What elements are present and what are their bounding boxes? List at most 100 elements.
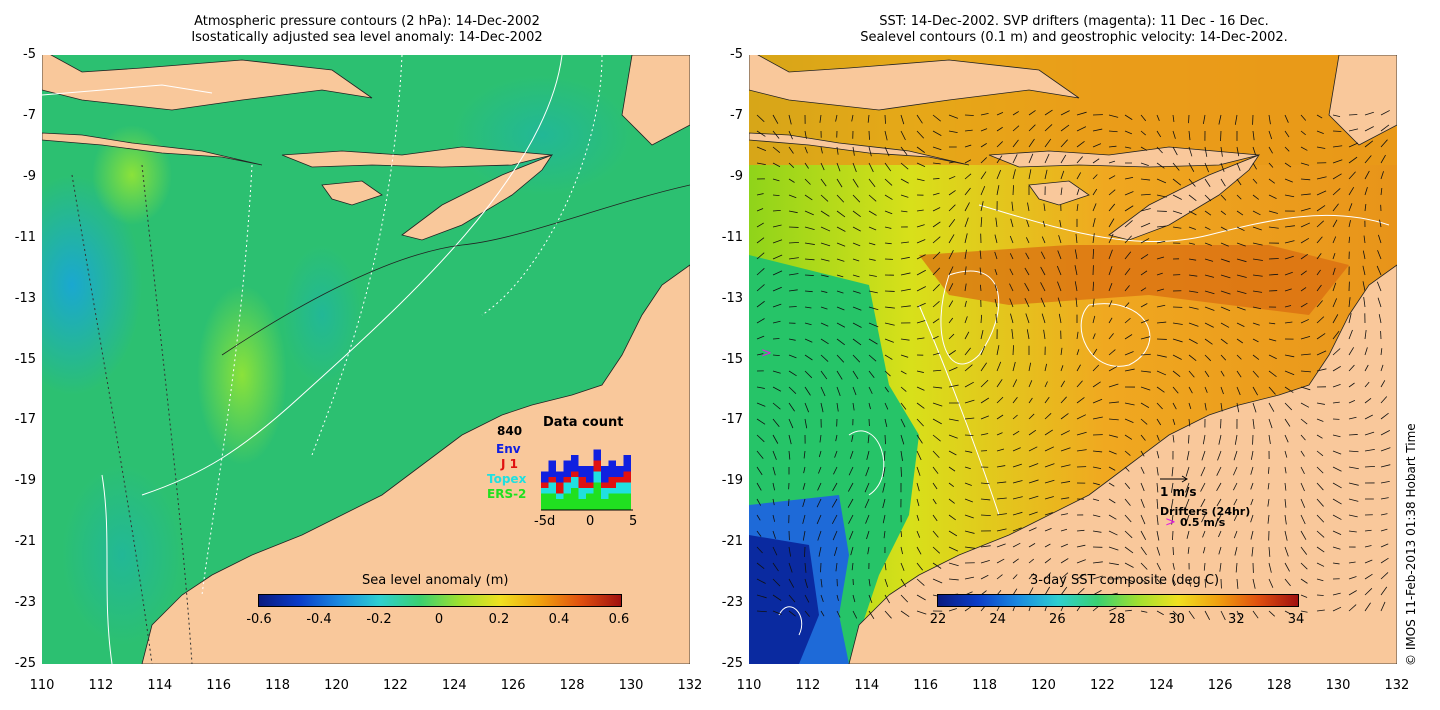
left-x-tick-label: 116: [206, 678, 232, 693]
velocity-vector: [1217, 450, 1222, 461]
velocity-vector: [994, 234, 998, 244]
velocity-vector: [1268, 418, 1273, 429]
velocity-vector: [1378, 314, 1382, 324]
velocity-vector: [1284, 305, 1292, 308]
velocity-vector: [1236, 290, 1247, 295]
velocity-vector: [836, 274, 844, 278]
velocity-vector: [1092, 158, 1100, 164]
velocity-vector: [883, 530, 886, 539]
velocity-vector: [1364, 573, 1373, 580]
velocity-vector: [1316, 205, 1326, 212]
velocity-vector: [1156, 272, 1163, 276]
velocity-vector: [1188, 434, 1190, 444]
velocity-vector: [1124, 251, 1132, 260]
velocity-vector: [1236, 370, 1242, 378]
velocity-vector: [1380, 412, 1389, 420]
velocity-vector: [980, 482, 990, 485]
velocity-vector: [852, 194, 861, 203]
velocity-vector: [1092, 188, 1098, 196]
right-y-tick-label: -21: [721, 534, 743, 550]
right-map[interactable]: >: [749, 55, 1397, 664]
velocity-vector: [1124, 482, 1131, 489]
velocity-vector: [1188, 130, 1191, 141]
velocity-vector: [836, 610, 841, 618]
velocity-vector: [1233, 530, 1238, 539]
velocity-vector: [980, 314, 983, 324]
right-colorbar-tick-label: 22: [929, 612, 947, 627]
velocity-vector: [1316, 578, 1324, 582]
velocity-vector: [1218, 530, 1222, 538]
velocity-vector: [772, 320, 781, 324]
velocity-vector: [1234, 114, 1238, 125]
velocity-vector: [804, 402, 810, 413]
velocity-vector: [980, 201, 984, 212]
velocity-vector: [1300, 370, 1311, 373]
left-map[interactable]: [42, 55, 690, 664]
velocity-vector: [1024, 297, 1030, 308]
vector-scale-label: 1 m/s: [1160, 485, 1197, 499]
velocity-vector: [1156, 482, 1159, 493]
velocity-vector: [1060, 497, 1070, 500]
velocity-vector: [948, 546, 959, 552]
velocity-vector: [816, 498, 822, 508]
velocity-vector: [932, 450, 940, 459]
velocity-vector: [980, 143, 987, 148]
velocity-vector: [1268, 194, 1277, 200]
velocity-vector: [1268, 162, 1274, 168]
velocity-vector: [932, 402, 943, 407]
velocity-vector: [1040, 251, 1046, 260]
velocity-vector: [932, 318, 940, 324]
velocity-vector: [1364, 140, 1374, 148]
velocity-vector: [1284, 178, 1293, 183]
velocity-vector: [772, 146, 781, 154]
velocity-vector: [980, 330, 984, 340]
velocity-vector: [884, 610, 892, 619]
velocity-vector: [1216, 482, 1222, 492]
velocity-vector: [900, 562, 905, 571]
velocity-vector: [1300, 146, 1308, 151]
velocity-vector: [1220, 242, 1229, 247]
velocity-vector: [1092, 482, 1100, 486]
velocity-vector: [1124, 220, 1133, 228]
velocity-vector: [849, 530, 854, 540]
velocity-vector: [1252, 210, 1261, 216]
velocity-vector: [1124, 176, 1134, 180]
velocity-vector: [1252, 354, 1260, 360]
velocity-vector: [1092, 233, 1095, 244]
velocity-vector: [820, 370, 828, 380]
velocity-vector: [1108, 266, 1113, 276]
velocity-vector: [866, 530, 870, 540]
velocity-vector: [900, 256, 910, 260]
velocity-vector: [1108, 300, 1113, 308]
velocity-vector: [1028, 587, 1034, 596]
velocity-vector: [1220, 210, 1227, 215]
velocity-vector: [836, 370, 843, 380]
velocity-vector: [948, 249, 954, 260]
velocity-vector: [1108, 203, 1116, 212]
velocity-vector: [1188, 322, 1199, 327]
velocity-vector: [1364, 364, 1369, 372]
velocity-vector: [1060, 110, 1070, 116]
velocity-vector: [1236, 578, 1239, 589]
velocity-vector: [1332, 606, 1342, 612]
velocity-vector: [1156, 256, 1165, 260]
velocity-vector: [932, 114, 941, 122]
velocity-vector: [1124, 130, 1133, 135]
velocity-vector: [1348, 364, 1355, 372]
velocity-vector: [1380, 528, 1388, 532]
velocity-vector: [1300, 386, 1311, 391]
velocity-vector: [864, 498, 870, 509]
velocity-vector: [964, 129, 973, 132]
velocity-vector: [1380, 447, 1391, 452]
velocity-vector: [979, 267, 982, 276]
velocity-vector: [788, 273, 799, 276]
left-colorbar-tick-label: -0.6: [246, 612, 272, 627]
velocity-vector: [1348, 220, 1351, 228]
velocity-vector: [1268, 370, 1277, 377]
velocity-vector: [1188, 274, 1198, 277]
velocity-vector: [932, 369, 942, 372]
velocity-vector: [900, 402, 907, 410]
velocity-vector: [1332, 267, 1336, 276]
velocity-vector: [1332, 173, 1342, 180]
left-y-tick-label: -11: [14, 229, 36, 245]
